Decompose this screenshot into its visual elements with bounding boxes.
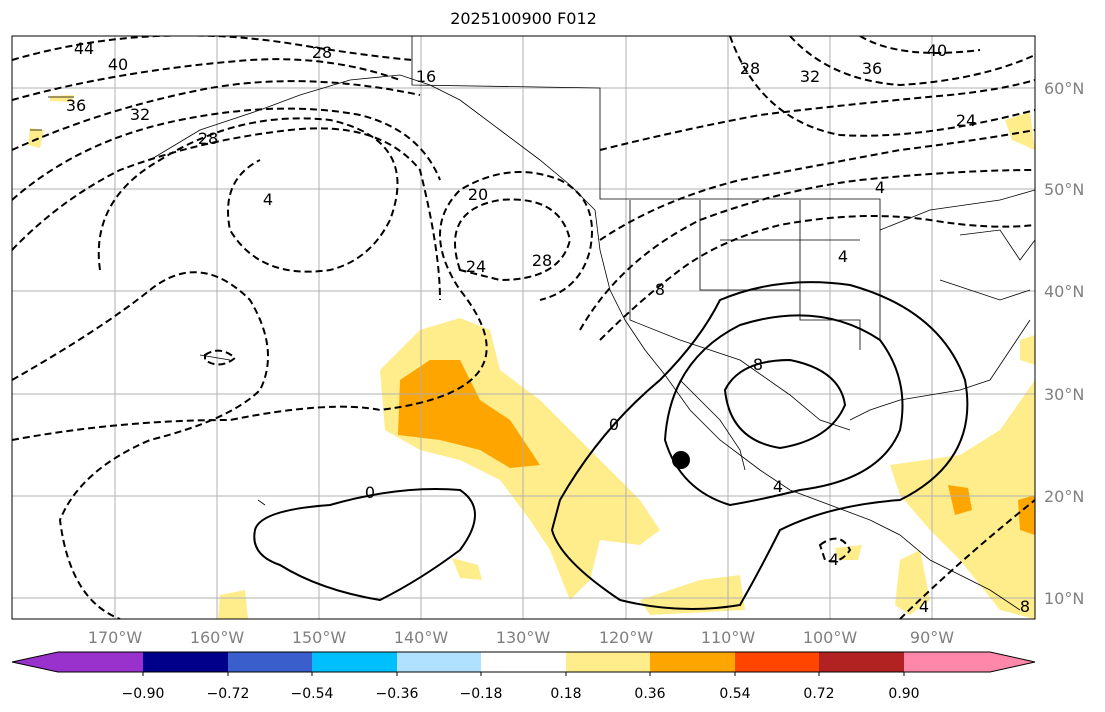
colorbar-outline [11,651,1036,673]
lat-label: 10°N [1044,589,1084,608]
colorbar-segment [228,652,312,672]
colorbar-segment [566,652,650,672]
contour-label: 4 [829,550,839,569]
contour-label: 40 [927,41,947,60]
coastlines [30,36,1035,611]
lat-label: 20°N [1044,487,1084,506]
colorbar-tick: −0.72 [207,686,250,702]
lat-axis: 60°N 50°N 40°N 30°N 20°N 10°N [1044,79,1084,608]
lon-label: 150°W [292,628,347,647]
contour-label: 40 [108,55,128,74]
contour-label: 0 [365,483,375,502]
lon-label: 110°W [701,628,756,647]
lon-label: 90°W [910,628,954,647]
contour-label: 28 [198,129,218,148]
colorbar-segment [397,652,481,672]
lon-axis: 170°W 160°W 150°W 140°W 130°W 120°W 110°… [88,628,954,647]
contour-label: 4 [263,190,273,209]
colorbar-segment [819,652,904,672]
contours-positive [253,281,969,610]
colorbar [11,651,1036,676]
colorbar-segment [650,652,735,672]
contour-label: 8 [1020,597,1030,616]
contour-label: 24 [466,257,486,276]
lat-label: 40°N [1044,282,1084,301]
colorbar-tick: 0.18 [550,686,581,702]
colorbar-tick: −0.36 [376,686,419,702]
contour-label: 36 [862,59,882,78]
contour-label: 32 [130,105,150,124]
lat-label: 30°N [1044,385,1084,404]
lat-label: 60°N [1044,79,1084,98]
contour-label: 32 [800,67,820,86]
lon-label: 130°W [496,628,551,647]
contour-label: 8 [753,355,763,374]
colorbar-segment [481,652,566,672]
colorbar-segment [735,652,819,672]
contour-label: 4 [919,597,929,616]
colorbar-tick: −0.18 [460,686,503,702]
colorbar-tick: −0.54 [291,686,334,702]
colorbar-tick: 0.90 [888,686,919,702]
contour-label: 4 [773,477,783,496]
lat-label: 50°N [1044,180,1084,199]
colorbar-tick: −0.90 [122,686,165,702]
contour-label: 0 [609,415,619,434]
colorbar-segment [904,652,1035,672]
lon-label: 170°W [88,628,143,647]
contour-label: 8 [655,280,665,299]
contour-label: 28 [312,43,332,62]
graticule [12,36,1035,619]
lon-label: 140°W [394,628,449,647]
contour-label: 36 [66,96,86,115]
map-title: 2025100900 F012 [450,9,597,28]
contour-label: 28 [740,59,760,78]
colorbar-ticks: −0.90 −0.72 −0.54 −0.36 −0.18 0.18 0.36 … [122,686,920,702]
colorbar-segment [12,652,143,672]
lon-label: 120°W [599,628,654,647]
contour-label: 28 [532,251,552,270]
contour-label: 4 [838,247,848,266]
location-marker [672,451,690,469]
contour-label: 4 [875,178,885,197]
contour-labels: 44 40 36 32 28 28 16 4 20 24 28 28 32 36… [66,39,1030,616]
colorbar-segment [312,652,397,672]
colorbar-tick: 0.54 [719,686,750,702]
contours-negative [12,36,1035,619]
colorbar-tick: 0.72 [803,686,834,702]
colorbar-tick: 0.36 [634,686,665,702]
contour-label: 24 [956,111,976,130]
contour-label: 44 [74,39,94,58]
contour-label: 16 [416,67,436,86]
lon-label: 100°W [803,628,858,647]
shading-positive [28,95,1035,619]
contour-label: 20 [468,185,488,204]
colorbar-segment [143,652,228,672]
lon-label: 160°W [190,628,245,647]
map-frame [11,35,1036,620]
